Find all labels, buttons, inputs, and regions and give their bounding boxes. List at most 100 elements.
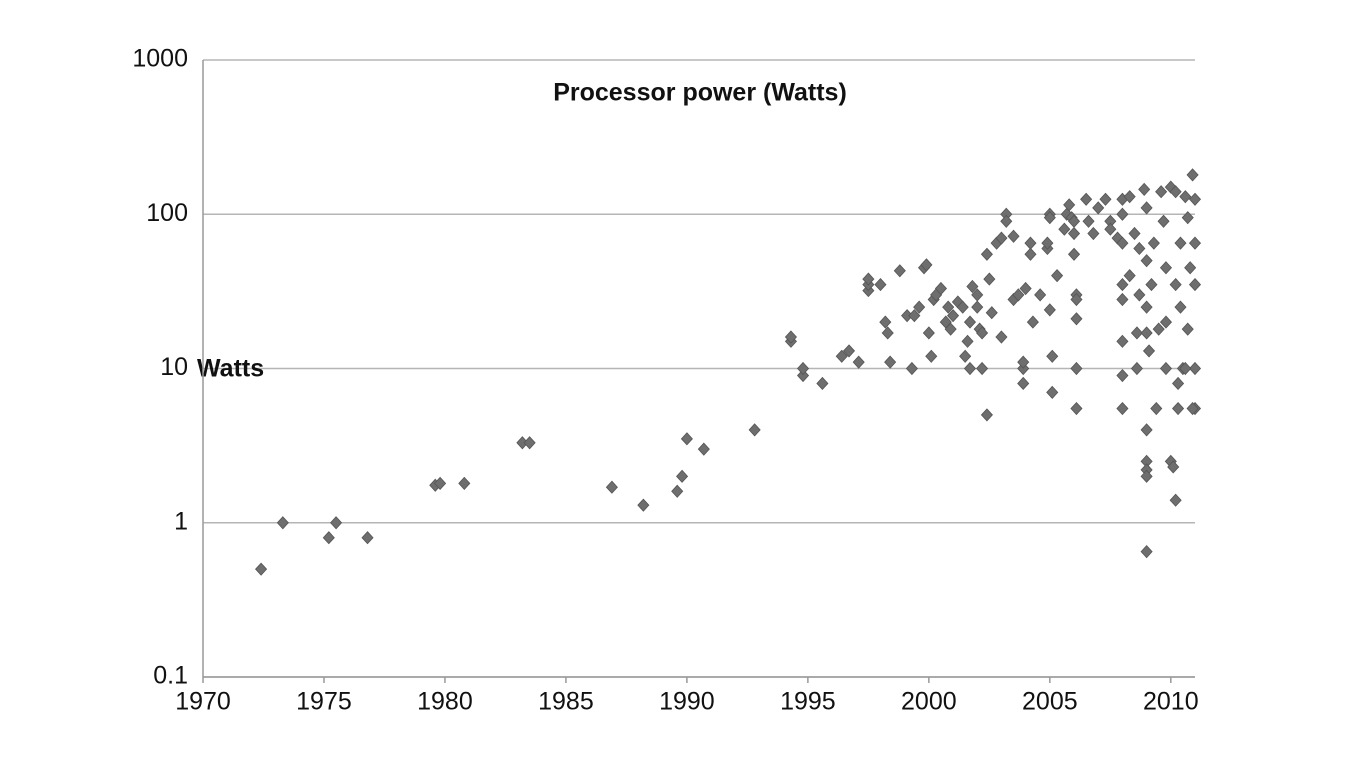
x-tick-label: 1990: [659, 688, 715, 716]
point: [276, 516, 289, 530]
point: [255, 562, 268, 576]
point: [1116, 207, 1129, 221]
point: [680, 432, 693, 446]
point: [961, 334, 974, 348]
point: [1130, 326, 1143, 340]
point: [1104, 222, 1117, 236]
point: [434, 476, 447, 490]
point: [925, 349, 938, 363]
point: [1116, 236, 1129, 250]
point: [944, 322, 957, 336]
point: [1123, 269, 1136, 283]
point: [1070, 312, 1083, 326]
x-tick-label: 1980: [417, 688, 473, 716]
point: [956, 300, 969, 314]
point: [835, 349, 848, 363]
point: [1070, 361, 1083, 376]
point: [697, 442, 710, 456]
point: [1070, 401, 1083, 416]
point: [1133, 288, 1146, 302]
point: [458, 476, 471, 490]
point: [942, 300, 955, 314]
point: [1046, 385, 1059, 399]
point: [934, 281, 947, 296]
point: [1188, 361, 1202, 376]
point: [963, 361, 977, 376]
point: [1046, 349, 1059, 363]
x-tick-label: 2010: [1143, 688, 1199, 716]
x-tick-label: 1975: [296, 688, 352, 716]
point: [1012, 288, 1025, 302]
point: [1000, 214, 1013, 228]
point: [1188, 236, 1202, 250]
point: [920, 258, 933, 272]
point: [1188, 192, 1202, 206]
point: [1116, 277, 1129, 292]
point: [1145, 277, 1158, 292]
point: [1181, 211, 1194, 225]
point: [1067, 226, 1081, 241]
point: [330, 516, 343, 530]
point: [1058, 222, 1071, 236]
point: [1174, 236, 1187, 250]
point: [1116, 334, 1129, 348]
point: [1184, 261, 1197, 275]
point: [671, 484, 684, 498]
point: [971, 300, 984, 314]
point: [1041, 236, 1054, 250]
point: [983, 272, 996, 286]
point: [842, 344, 856, 358]
point: [1087, 226, 1100, 241]
point: [1140, 469, 1153, 483]
point: [637, 498, 650, 512]
point: [1067, 247, 1081, 261]
point: [1155, 185, 1168, 199]
point: [1142, 344, 1156, 358]
point: [959, 349, 972, 363]
point: [980, 247, 993, 261]
point: [1024, 247, 1037, 261]
point: [1070, 292, 1083, 307]
y-tick-label: 1: [174, 507, 188, 535]
point: [922, 326, 935, 340]
point: [893, 264, 906, 278]
point: [976, 361, 989, 376]
y-tick-label: 100: [146, 199, 188, 227]
point: [884, 355, 897, 369]
point: [1147, 236, 1160, 250]
point: [1181, 322, 1194, 336]
point: [1024, 236, 1037, 250]
point: [947, 309, 960, 323]
x-tick-label: 1985: [538, 688, 594, 716]
point: [1138, 182, 1151, 196]
point: [1159, 315, 1173, 329]
point: [816, 376, 829, 391]
point: [1140, 326, 1153, 340]
point: [1082, 214, 1095, 228]
point: [963, 315, 977, 329]
point: [1169, 277, 1182, 292]
point: [1116, 292, 1129, 307]
point: [361, 531, 374, 545]
point: [1116, 368, 1129, 383]
point: [1099, 192, 1112, 206]
point: [1169, 185, 1182, 199]
x-tick-label: 2000: [901, 688, 957, 716]
point: [796, 368, 810, 383]
point: [862, 272, 875, 286]
point: [1157, 214, 1170, 228]
point: [1043, 303, 1056, 317]
point: [1172, 401, 1185, 416]
point: [1019, 281, 1032, 296]
y-axis-label: Watts: [197, 355, 264, 383]
y-tick-label: 10: [160, 353, 188, 381]
point: [1140, 300, 1153, 314]
point: [908, 309, 921, 323]
point: [1063, 198, 1076, 212]
point: [1080, 192, 1093, 206]
point: [322, 531, 335, 545]
point: [1026, 315, 1039, 329]
point: [1128, 226, 1141, 241]
